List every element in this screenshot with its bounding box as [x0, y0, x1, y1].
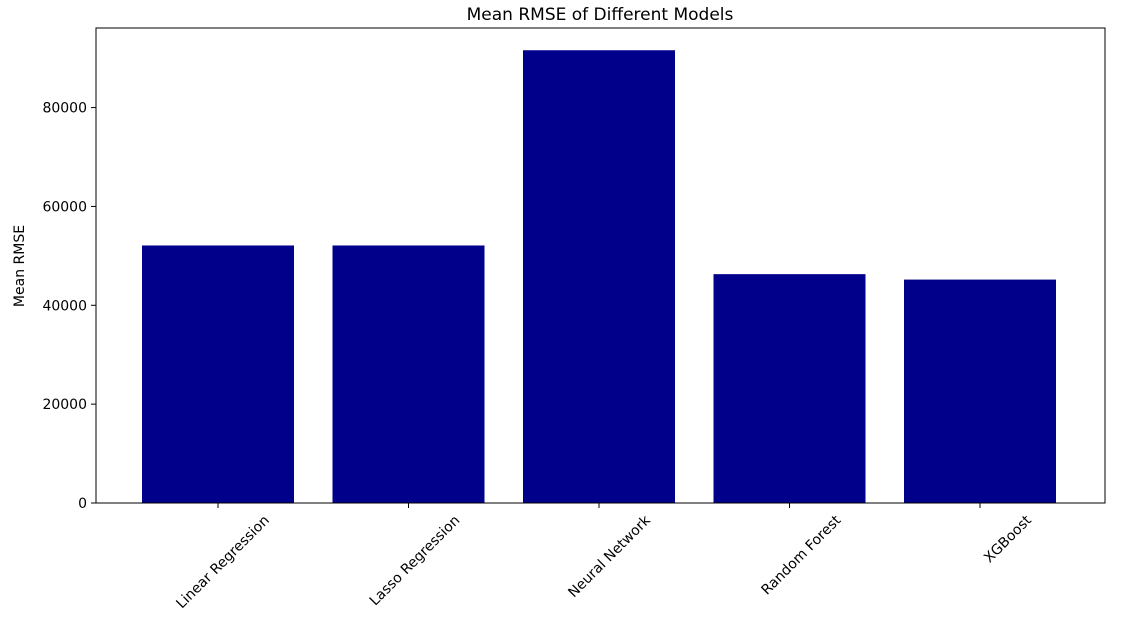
y-axis-label: Mean RMSE [12, 225, 28, 307]
y-tick-label: 40000 [42, 298, 87, 314]
bar-xgboost [904, 279, 1056, 503]
x-tick-label: Neural Network [565, 512, 654, 601]
plot-area-frame [95, 27, 1106, 504]
y-axis-ticks: 0 20000 40000 60000 80000 [42, 101, 96, 512]
x-tick-label: Lasso Regression [367, 513, 464, 610]
y-tick-label: 0 [78, 496, 87, 512]
bars-group [142, 50, 1056, 503]
x-tick-label: XGBoost [981, 512, 1035, 566]
y-tick-label: 20000 [42, 397, 87, 413]
y-tick-label: 80000 [42, 101, 87, 117]
bar-linear-regression [142, 245, 294, 503]
y-tick-label: 60000 [42, 199, 87, 215]
bar-lasso-regression [332, 245, 485, 503]
x-tick-label: Linear Regression [173, 513, 272, 612]
bar-neural-network [523, 50, 675, 503]
x-tick-label: Random Forest [758, 512, 844, 598]
x-axis-ticks: Linear Regression Lasso Regression Neural … [173, 503, 1035, 612]
chart-title: Mean RMSE of Different Models [467, 5, 734, 25]
bar-random-forest [713, 274, 866, 503]
